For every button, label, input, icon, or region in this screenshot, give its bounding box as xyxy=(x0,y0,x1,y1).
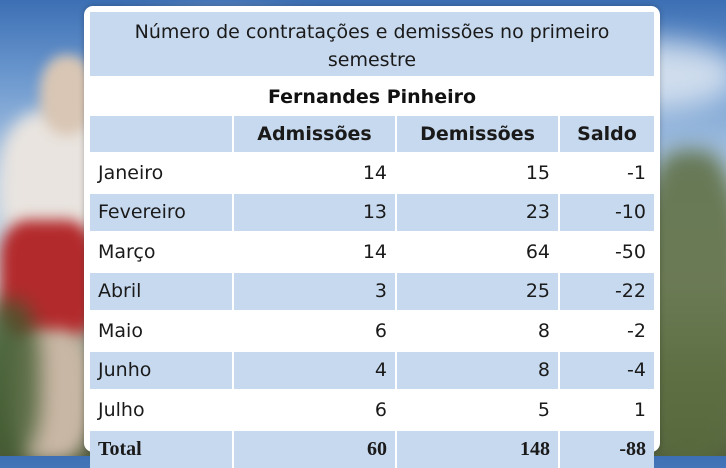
header-demissoes: Demissões xyxy=(395,116,558,152)
table-row: Março 14 64 -50 xyxy=(90,231,654,271)
admissoes-cell: 3 xyxy=(232,273,395,311)
total-demissoes: 148 xyxy=(395,431,558,468)
saldo-cell: -2 xyxy=(558,312,654,350)
header-month xyxy=(90,116,232,152)
admissoes-cell: 13 xyxy=(232,194,395,232)
demissoes-cell: 5 xyxy=(395,391,558,429)
month-cell: Abril xyxy=(90,273,232,311)
total-saldo: -88 xyxy=(558,431,654,468)
table-row: Janeiro 14 15 -1 xyxy=(90,152,654,192)
admissoes-cell: 4 xyxy=(232,352,395,390)
month-cell: Fevereiro xyxy=(90,194,232,232)
table-title: Número de contratações e demissões no pr… xyxy=(90,12,654,76)
demissoes-cell: 64 xyxy=(395,233,558,271)
header-saldo: Saldo xyxy=(558,116,654,152)
saldo-cell: -1 xyxy=(558,154,654,192)
demissoes-cell: 15 xyxy=(395,154,558,192)
saldo-cell: 1 xyxy=(558,391,654,429)
total-label: Total xyxy=(90,431,232,468)
table-row: Fevereiro 13 23 -10 xyxy=(90,192,654,232)
demissoes-cell: 8 xyxy=(395,352,558,390)
hiring-table: Número de contratações e demissões no pr… xyxy=(90,12,654,468)
saldo-cell: -4 xyxy=(558,352,654,390)
admissoes-cell: 14 xyxy=(232,233,395,271)
saldo-cell: -10 xyxy=(558,194,654,232)
admissoes-cell: 6 xyxy=(232,312,395,350)
saldo-cell: -50 xyxy=(558,233,654,271)
table-card: Número de contratações e demissões no pr… xyxy=(84,6,660,452)
total-admissoes: 60 xyxy=(232,431,395,468)
month-cell: Junho xyxy=(90,352,232,390)
table-row: Junho 4 8 -4 xyxy=(90,350,654,390)
table-row: Maio 6 8 -2 xyxy=(90,310,654,350)
table-row: Abril 3 25 -22 xyxy=(90,271,654,311)
table-header-row: Admissões Demissões Saldo xyxy=(90,114,654,152)
saldo-cell: -22 xyxy=(558,273,654,311)
month-cell: Março xyxy=(90,233,232,271)
demissoes-cell: 23 xyxy=(395,194,558,232)
month-cell: Janeiro xyxy=(90,154,232,192)
month-cell: Maio xyxy=(90,312,232,350)
table-subtitle: Fernandes Pinheiro xyxy=(90,76,654,114)
demissoes-cell: 8 xyxy=(395,312,558,350)
month-cell: Julho xyxy=(90,391,232,429)
table-total-row: Total 60 148 -88 xyxy=(90,429,654,468)
admissoes-cell: 6 xyxy=(232,391,395,429)
table-row: Julho 6 5 1 xyxy=(90,389,654,429)
demissoes-cell: 25 xyxy=(395,273,558,311)
header-admissoes: Admissões xyxy=(232,116,395,152)
admissoes-cell: 14 xyxy=(232,154,395,192)
